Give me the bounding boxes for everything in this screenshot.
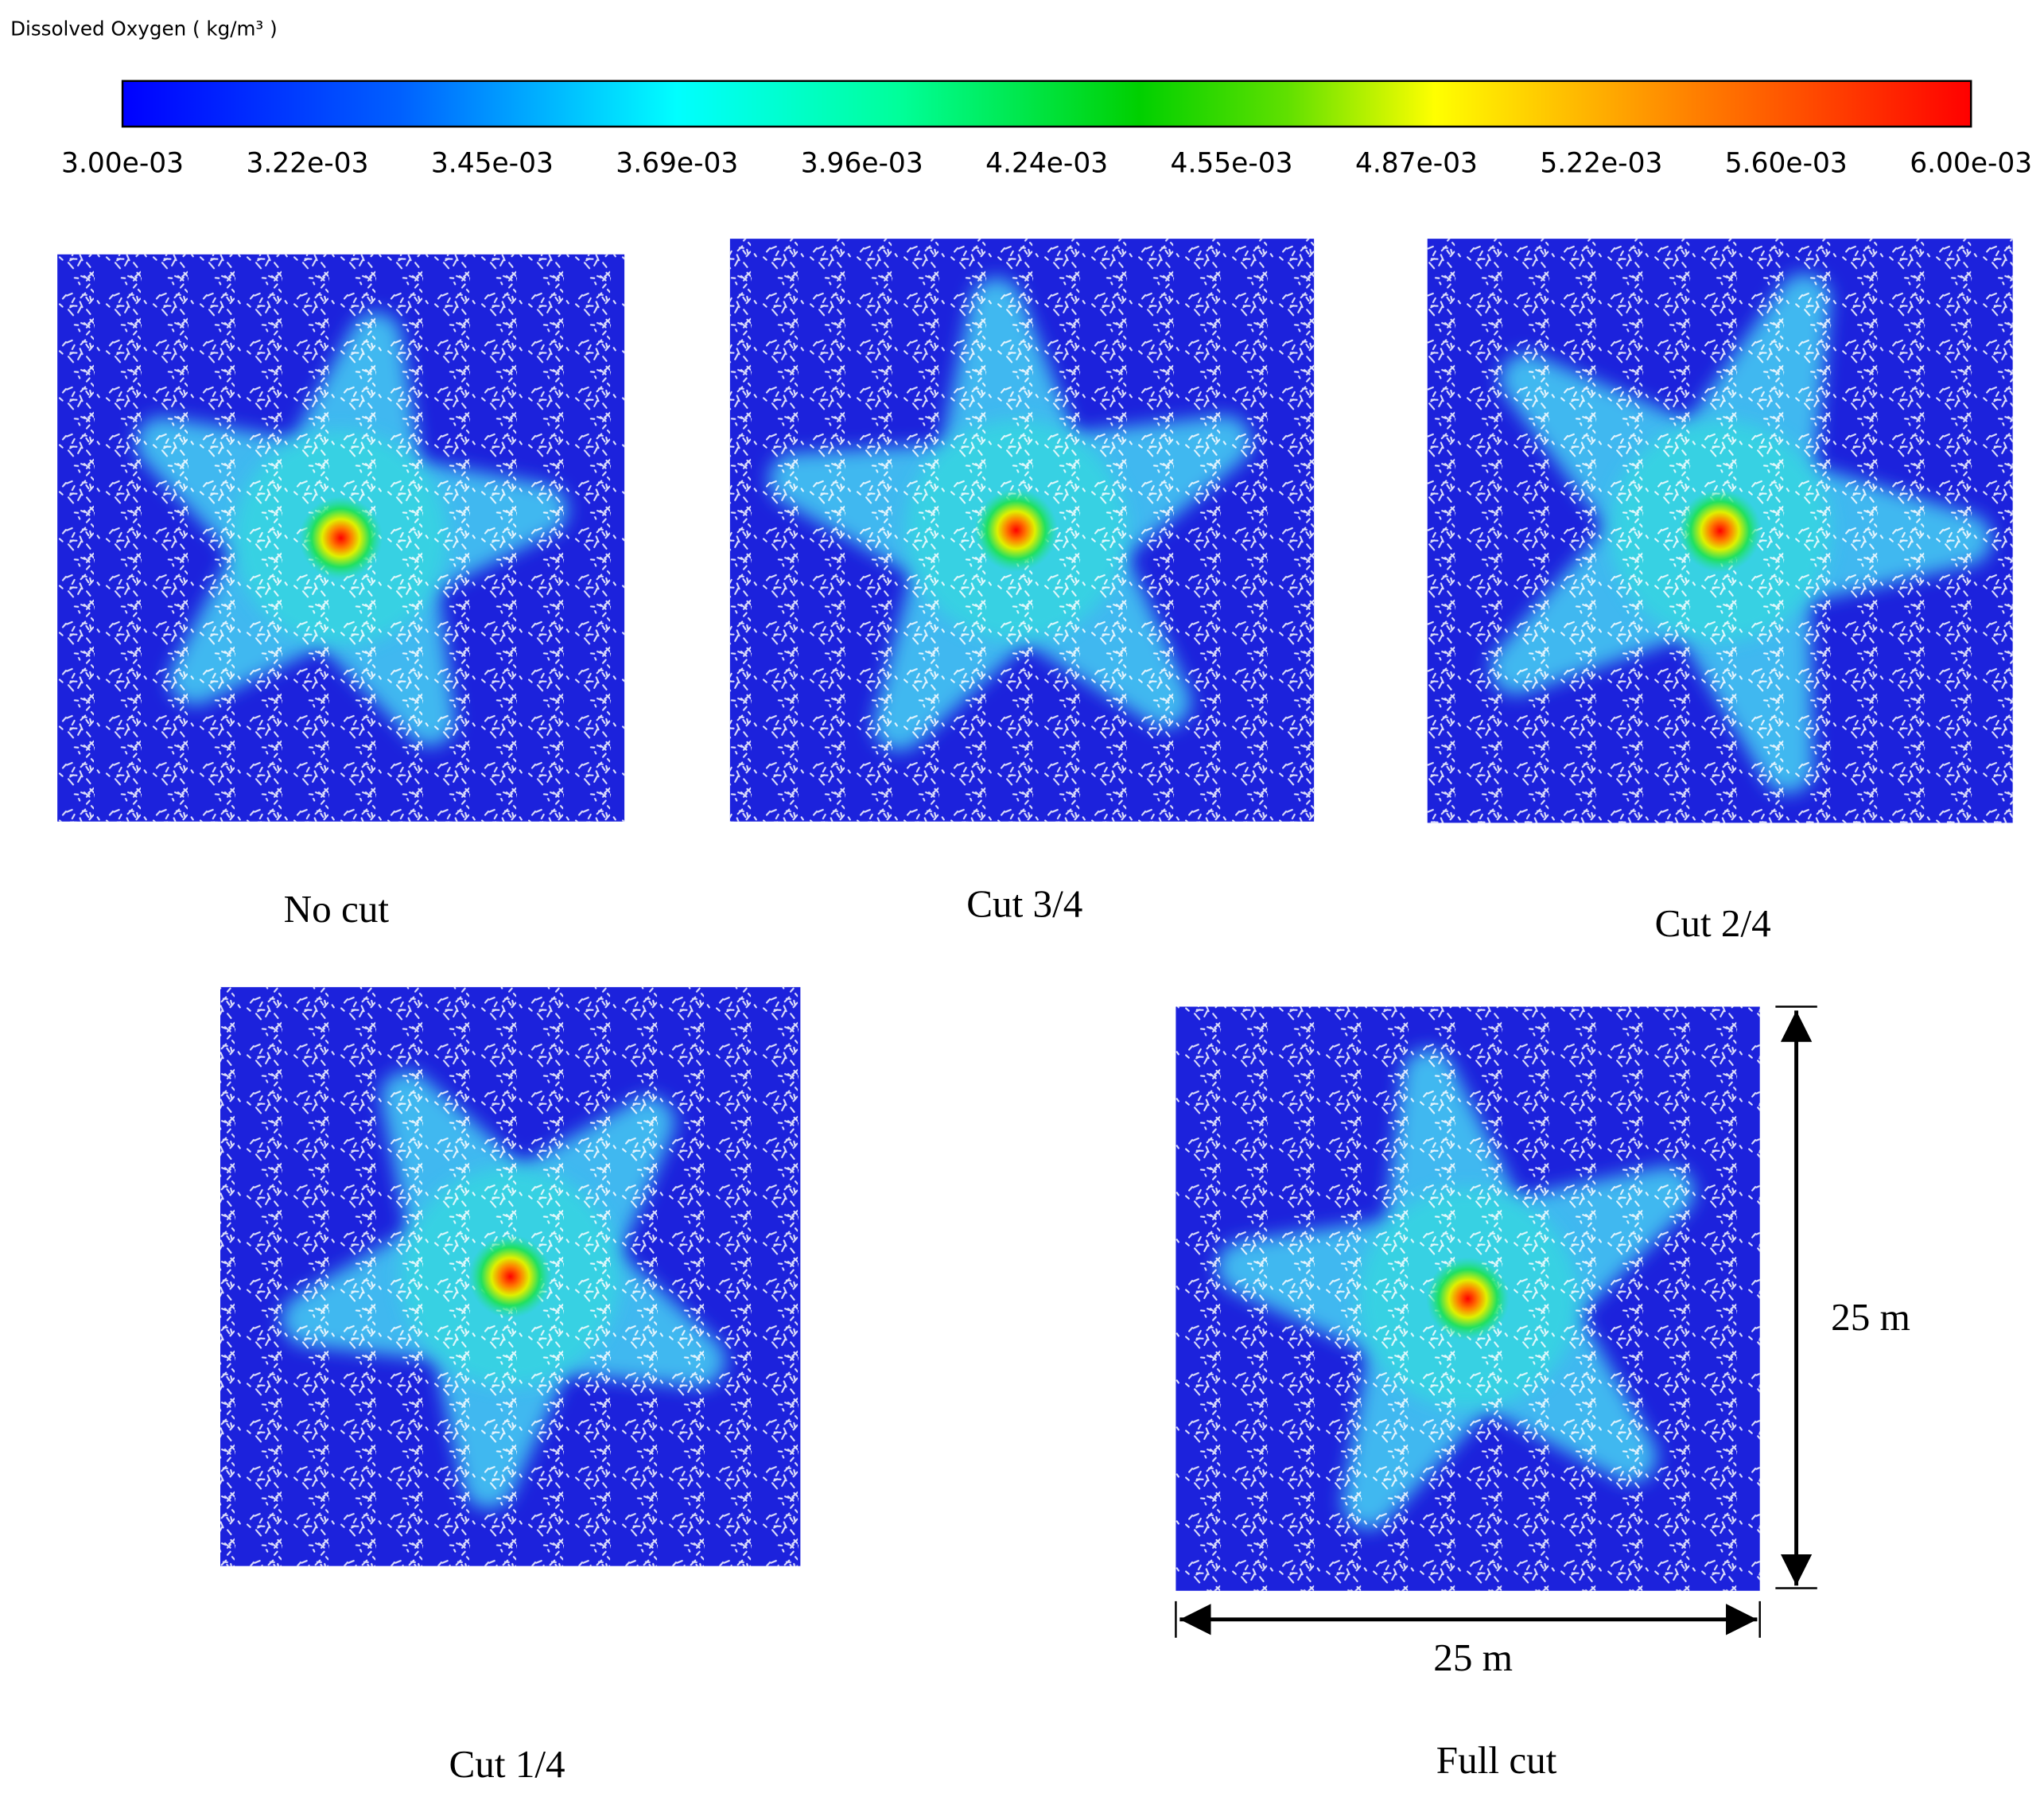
simulation-panel: Cut 1/4: [220, 986, 801, 1786]
height-label: 25 m: [1831, 1295, 1910, 1339]
colorbar-title: Dissolved Oxygen ( kg/m³ ): [10, 17, 278, 40]
oxygen-peak: [1426, 1257, 1510, 1341]
colorbar-tick-label: 4.87e-03: [1355, 148, 1478, 180]
panel-label: Full cut: [1436, 1738, 1557, 1782]
colorbar-tick-label: 3.96e-03: [801, 148, 923, 180]
oxygen-peak: [974, 488, 1059, 572]
colorbar-tick-label: 5.22e-03: [1540, 148, 1662, 180]
panel-label: Cut 3/4: [966, 881, 1082, 925]
colorbar-tick-label: 4.55e-03: [1171, 148, 1293, 180]
simulation-panel: Cut 3/4: [729, 239, 1315, 925]
colorbar-tick-label: 6.00e-03: [1910, 148, 2032, 180]
colorbar-tick-label: 3.22e-03: [246, 148, 368, 180]
panel-label: No cut: [284, 887, 390, 931]
colorbar-tick-label: 3.00e-03: [61, 148, 184, 180]
simulation-panel: No cut: [57, 254, 625, 931]
colorbar-tick-label: 4.24e-03: [985, 148, 1108, 180]
colorbar-tick-label: 5.60e-03: [1725, 148, 1848, 180]
colorbar: [121, 80, 1972, 128]
simulation-panel: Cut 2/4: [1427, 239, 2013, 945]
colorbar-tick-label: 3.69e-03: [616, 148, 738, 180]
simulation-panel: Full cut: [1175, 1006, 1760, 1782]
oxygen-peak: [299, 496, 383, 580]
panel-label: Cut 1/4: [449, 1742, 565, 1786]
colorbar-tick-label: 3.45e-03: [431, 148, 554, 180]
oxygen-peak: [1678, 488, 1762, 573]
panel-label: Cut 2/4: [1655, 901, 1771, 945]
oxygen-peak: [468, 1235, 553, 1319]
width-label: 25 m: [1433, 1635, 1513, 1679]
